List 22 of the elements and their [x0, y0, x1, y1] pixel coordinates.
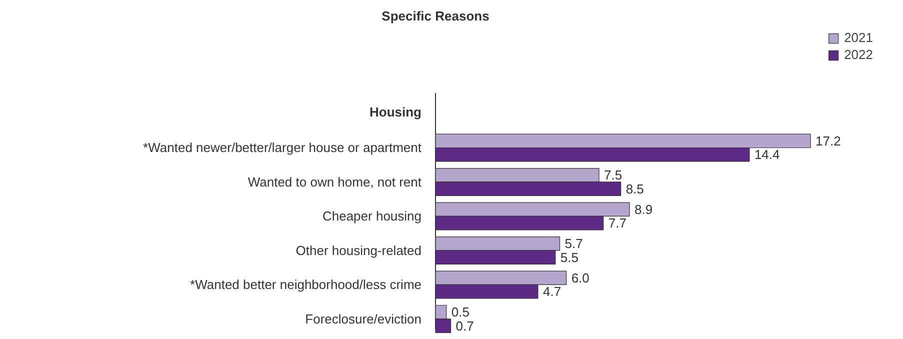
data-label: 0.7 — [456, 318, 474, 334]
data-label: 5.5 — [560, 250, 578, 265]
data-label: 8.9 — [634, 202, 653, 217]
y-tick-label: Cheaper housing — [322, 208, 422, 224]
y-tick-label: Other housing-related — [296, 242, 422, 258]
data-label: 6.0 — [571, 270, 590, 286]
data-label: 7.5 — [604, 168, 622, 183]
y-tick-label: *Wanted better neighborhood/less crime — [190, 277, 422, 292]
chart-title: Specific Reasons — [382, 8, 490, 24]
data-label: 14.4 — [754, 147, 780, 162]
data-label: 17.2 — [816, 133, 841, 148]
data-label: 4.7 — [542, 284, 562, 300]
legend-label: 2021 — [844, 30, 873, 45]
data-label: 7.7 — [608, 216, 626, 231]
y-tick-label: Foreclosure/eviction — [305, 311, 422, 326]
data-label: 0.5 — [451, 304, 470, 320]
text: Housing — [370, 104, 422, 120]
data-label: 5.7 — [564, 236, 583, 252]
data-label: 8.5 — [626, 181, 644, 196]
y-tick-label: *Wanted newer/better/larger house or apartment — [143, 140, 422, 156]
y-tick-label: Wanted to own home, not rent — [248, 174, 422, 190]
legend-label: 2022 — [844, 47, 873, 62]
